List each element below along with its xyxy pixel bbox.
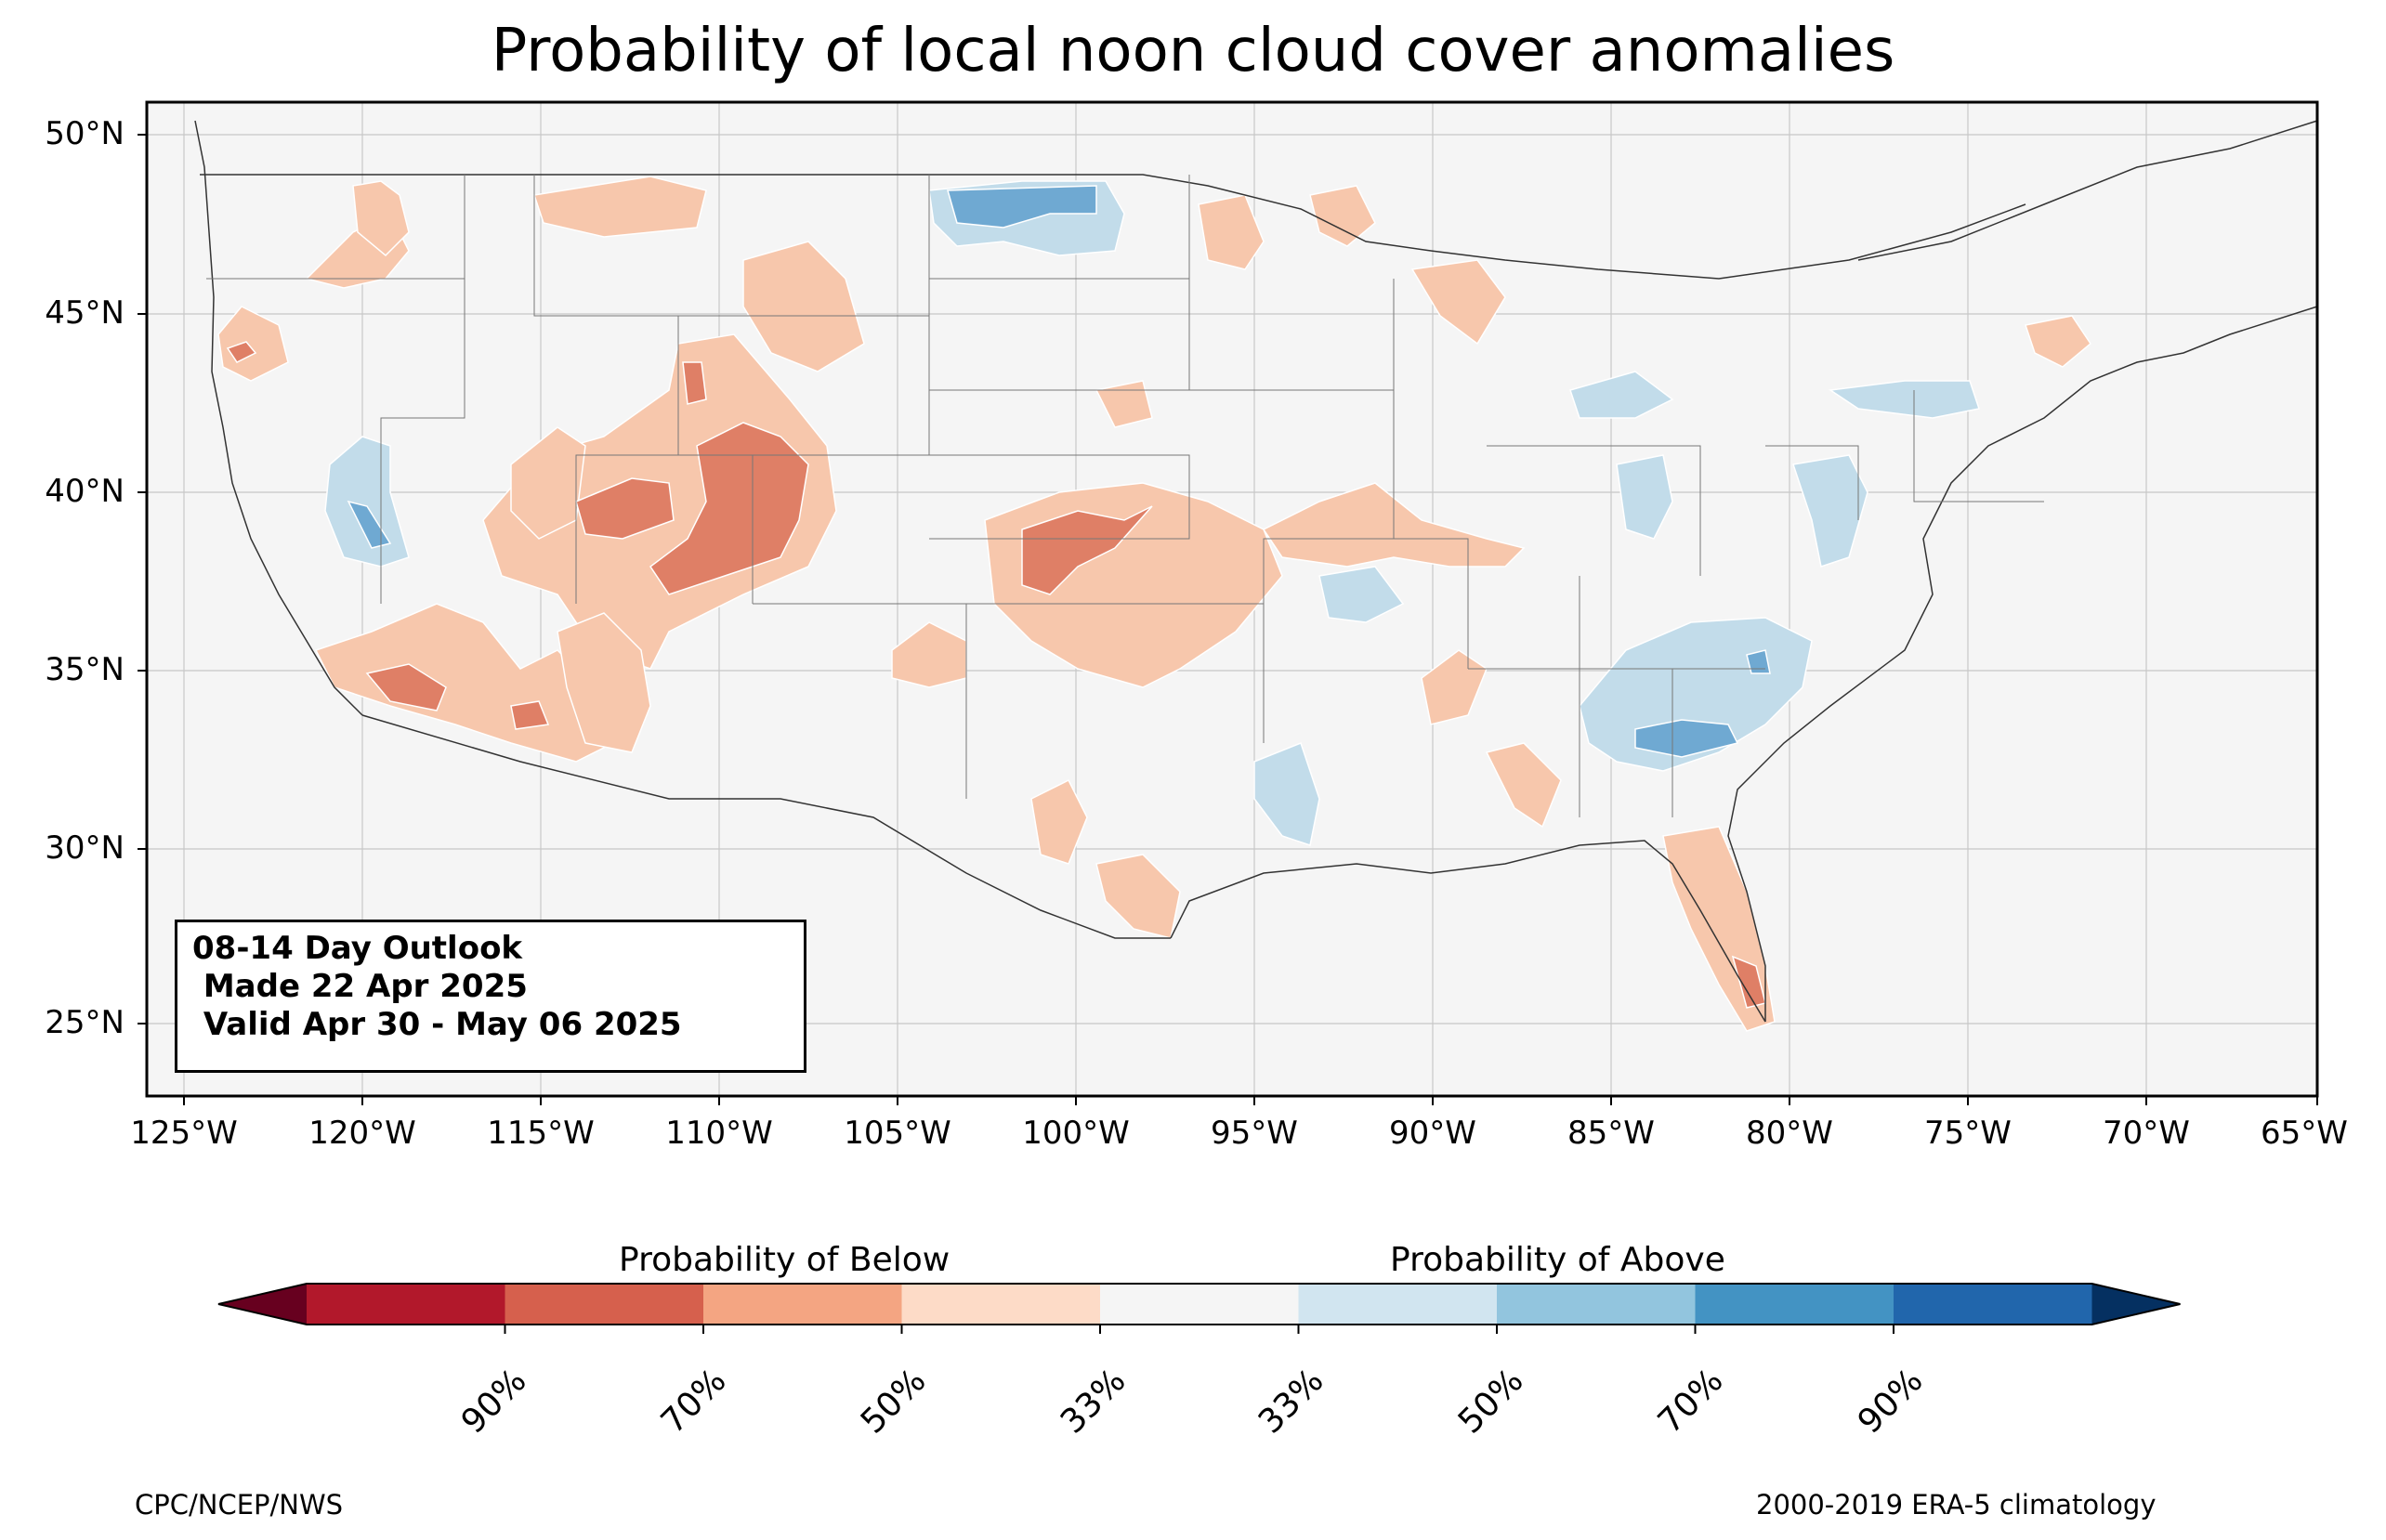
outlook-made-date: Made 22 Apr 2025 xyxy=(192,968,528,1005)
below50-region-kansas xyxy=(1021,505,1153,595)
east-coast xyxy=(1727,306,2318,1022)
above50-region-north-dakota xyxy=(947,185,1097,228)
below-region-arizona xyxy=(557,612,651,753)
below-normal-strong-regions xyxy=(226,341,1766,1009)
below-region-new-england xyxy=(2025,315,2091,368)
below50-region-oregon xyxy=(226,341,257,363)
colorbar-extend-right xyxy=(2091,1284,2181,1325)
above50-region-nevada xyxy=(347,500,392,549)
colorbar-segment xyxy=(505,1284,704,1325)
colorbar-segment xyxy=(1100,1284,1299,1325)
us-mexico-border xyxy=(361,714,1171,939)
below-region-texas xyxy=(1030,778,1088,865)
outlook-title: 08-14 Day Outlook xyxy=(192,930,523,967)
above-normal-strong-regions xyxy=(347,185,1771,758)
colorbar-segment xyxy=(901,1284,1101,1325)
below-region-nebraska xyxy=(1095,380,1153,428)
above-region-louisiana xyxy=(1253,742,1320,846)
below-region-washington xyxy=(352,180,410,257)
lat-tick-label: 40°N xyxy=(45,473,125,510)
above50-region-nc xyxy=(1746,649,1771,674)
below-region-oregon xyxy=(217,306,289,382)
above-region-lakes xyxy=(1569,371,1674,419)
below50-region-wyoming xyxy=(682,361,707,405)
coastline-borders xyxy=(194,120,2318,1023)
colorbar xyxy=(217,1283,2181,1334)
above-region-nevada xyxy=(324,436,410,568)
colorbar-segment xyxy=(703,1284,902,1325)
lat-tick-marks xyxy=(138,134,147,1024)
colorbar-outline xyxy=(217,1283,2181,1325)
us-canada-border xyxy=(200,174,2026,280)
above50-region-georgia xyxy=(1634,719,1739,758)
lon-tick-label: 125°W xyxy=(130,1115,238,1152)
outlook-valid-range: Valid Apr 30 - May 06 2025 xyxy=(192,1006,682,1043)
lon-tick-label: 65°W xyxy=(2261,1115,2348,1152)
lon-tick-label: 110°W xyxy=(665,1115,773,1152)
lon-tick-label: 105°W xyxy=(844,1115,951,1152)
footer-source: CPC/NCEP/NWS xyxy=(135,1489,344,1520)
below50-region-utah xyxy=(575,477,675,540)
below-region-wyoming xyxy=(742,241,865,372)
lat-tick-label: 50°N xyxy=(45,115,125,152)
state-borders xyxy=(206,175,2044,817)
lon-tick-label: 120°W xyxy=(308,1115,416,1152)
footer-climatology: 2000-2019 ERA-5 climatology xyxy=(1756,1489,2157,1520)
outlook-info-box: 08-14 Day Outlook Made 22 Apr 2025 Valid… xyxy=(175,920,806,1073)
lon-tick-label: 70°W xyxy=(2103,1115,2190,1152)
us-west-coast xyxy=(194,120,363,716)
colorbar-segment xyxy=(1894,1284,2092,1325)
canada-east xyxy=(1857,120,2318,261)
colorbar-below-label: Probability of Below xyxy=(619,1241,950,1279)
below-region-alabama xyxy=(1485,742,1562,829)
colorbar-segment xyxy=(1298,1284,1498,1325)
map-title: Probability of local noon cloud cover an… xyxy=(491,17,1895,85)
lat-tick-label: 45°N xyxy=(45,294,125,332)
below50-region-socal xyxy=(365,663,447,711)
below-region-wisconsin xyxy=(1410,259,1506,346)
colorbar-segment xyxy=(1497,1284,1696,1325)
below-region-dakotas xyxy=(1198,194,1265,270)
lon-tick-label: 75°W xyxy=(1924,1115,2012,1152)
gulf-coast xyxy=(1170,840,1766,1023)
lon-tick-label: 115°W xyxy=(487,1115,595,1152)
lon-tick-label: 95°W xyxy=(1211,1115,1298,1152)
above-region-ohio xyxy=(1616,454,1673,540)
lon-tick-label: 80°W xyxy=(1746,1115,1833,1152)
lat-tick-label: 25°N xyxy=(45,1004,125,1041)
lat-tick-label: 35°N xyxy=(45,651,125,688)
lon-tick-label: 90°W xyxy=(1389,1115,1476,1152)
colorbar-segment xyxy=(1695,1284,1894,1325)
above-region-appalachia xyxy=(1792,454,1868,568)
colorbar-extend-left xyxy=(218,1284,307,1325)
colorbar-segment xyxy=(307,1284,505,1325)
below-region-minnesota xyxy=(1309,185,1376,247)
map-frame xyxy=(145,100,2319,1098)
below-region-montana xyxy=(533,176,707,238)
above-region-new-york xyxy=(1828,380,1980,419)
lat-tick-label: 30°N xyxy=(45,829,125,867)
above-region-kentucky xyxy=(1318,566,1405,623)
lon-tick-label: 100°W xyxy=(1022,1115,1130,1152)
lon-tick-marks xyxy=(183,1096,2318,1105)
colorbar-above-label: Probability of Above xyxy=(1390,1241,1725,1279)
below50-region-arizona xyxy=(510,700,550,730)
lon-tick-label: 85°W xyxy=(1567,1115,1655,1152)
